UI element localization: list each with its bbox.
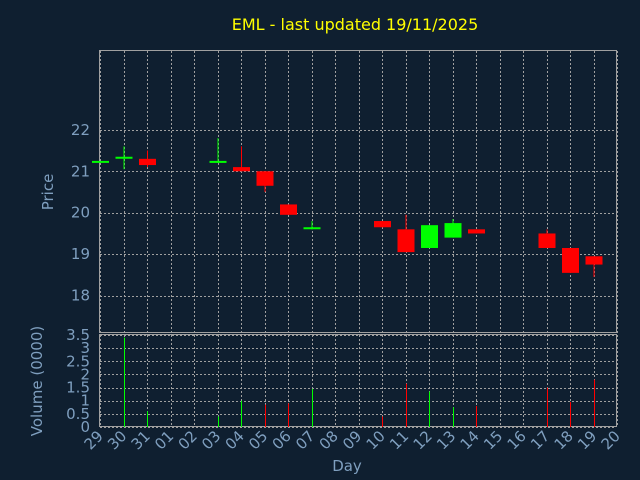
day-tick-label: 12 <box>410 427 436 453</box>
volume-y-tick-label: 1.5 <box>66 379 90 397</box>
candle-body <box>468 229 485 234</box>
candle <box>303 221 321 230</box>
price-y-tick-label: 20 <box>71 204 90 222</box>
candle <box>256 171 274 192</box>
volume-y-tick-label: 3 <box>80 339 90 357</box>
candle-body <box>256 171 274 186</box>
day-tick-label: 01 <box>151 427 177 453</box>
candle <box>562 247 579 273</box>
candle <box>538 229 556 248</box>
candle-body <box>538 233 556 248</box>
day-axis-label: Day <box>332 457 362 475</box>
volume-axis-label: Volume (0000) <box>28 326 46 436</box>
volume-y-ticks: 00.511.522.533.5 <box>66 326 90 436</box>
day-tick-label: 31 <box>128 427 154 453</box>
price-axis-label: Price <box>39 174 57 211</box>
candle <box>421 225 438 248</box>
candle-body <box>421 225 438 248</box>
day-tick-label: 07 <box>292 427 318 453</box>
candle-body <box>374 221 391 228</box>
candle <box>92 160 109 163</box>
candle-body <box>397 229 415 253</box>
volume-panel-frame <box>99 334 617 427</box>
candle <box>468 229 485 234</box>
candle-body <box>585 256 603 265</box>
candle <box>209 138 227 163</box>
candle-body <box>92 160 109 163</box>
price-y-tick-label: 21 <box>71 162 90 180</box>
day-tick-label: 13 <box>433 427 459 453</box>
candle-body <box>444 223 462 238</box>
candle <box>280 204 297 215</box>
candle <box>397 214 415 253</box>
candle-body <box>209 160 227 163</box>
day-tick-label: 06 <box>269 427 295 453</box>
day-tick-label: 20 <box>598 427 624 453</box>
candle <box>115 146 133 170</box>
candle <box>139 150 156 168</box>
price-y-tick-label: 22 <box>71 121 90 139</box>
candle-body <box>562 247 579 273</box>
day-tick-label: 05 <box>245 427 271 453</box>
day-tick-label: 18 <box>551 427 577 453</box>
price-y-ticks: 18 19 20 21 22 <box>71 121 90 305</box>
day-tick-label: 14 <box>457 427 483 453</box>
price-y-tick-label: 18 <box>71 287 90 305</box>
volume-y-tick-label: 2.5 <box>66 352 90 370</box>
day-tick-label: 15 <box>480 427 506 453</box>
candlesticks <box>92 138 603 278</box>
candle-body <box>233 167 250 172</box>
volume-y-tick-label: 2 <box>80 365 90 383</box>
candle-body <box>115 156 133 159</box>
volume-y-tick-label: 0.5 <box>66 405 90 423</box>
volume-y-tick-label: 0 <box>80 418 90 436</box>
day-tick-label: 11 <box>386 427 412 453</box>
candle <box>233 146 250 172</box>
volume-y-tick-label: 3.5 <box>66 326 90 344</box>
day-tick-label: 17 <box>527 427 553 453</box>
candle-body <box>303 227 321 230</box>
candle <box>374 221 391 228</box>
day-tick-label: 09 <box>339 427 365 453</box>
day-tick-label: 16 <box>504 427 530 453</box>
day-tick-label: 03 <box>198 427 224 453</box>
volume-bars <box>124 337 595 427</box>
candle <box>444 218 462 238</box>
day-tick-label: 02 <box>175 427 201 453</box>
candle <box>585 256 603 278</box>
price-panel-frame <box>99 50 617 333</box>
candle-body <box>139 158 156 166</box>
day-tick-label: 19 <box>574 427 600 453</box>
price-y-tick-label: 19 <box>71 245 90 263</box>
day-tick-label: 08 <box>316 427 342 453</box>
volume-y-tick-label: 1 <box>80 392 90 410</box>
day-x-ticks: 2930310102030405060708091011121314151617… <box>81 427 624 453</box>
chart-title: EML - last updated 19/11/2025 <box>232 15 479 34</box>
candle-body <box>280 204 297 215</box>
day-tick-label: 10 <box>363 427 389 453</box>
price-gridlines <box>100 51 618 333</box>
day-tick-label: 30 <box>104 427 130 453</box>
volume-gridlines <box>100 335 618 428</box>
day-tick-label: 04 <box>222 427 248 453</box>
